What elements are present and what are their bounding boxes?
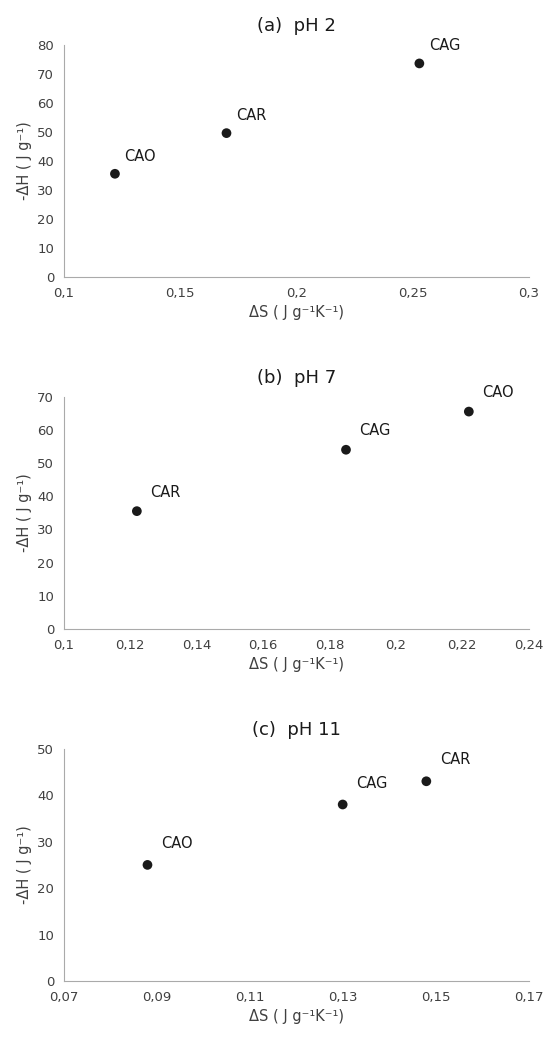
Y-axis label: -ΔH ( J g⁻¹): -ΔH ( J g⁻¹) bbox=[17, 826, 32, 905]
Point bbox=[222, 125, 231, 142]
Point bbox=[342, 441, 351, 458]
Point bbox=[132, 503, 141, 519]
Text: CAR: CAR bbox=[440, 753, 470, 767]
Y-axis label: -ΔH ( J g⁻¹): -ΔH ( J g⁻¹) bbox=[17, 122, 32, 200]
Title: (a)  pH 2: (a) pH 2 bbox=[257, 17, 335, 34]
Text: CAG: CAG bbox=[428, 39, 460, 53]
Title: (b)  pH 7: (b) pH 7 bbox=[256, 369, 336, 387]
Text: CAO: CAO bbox=[161, 836, 193, 850]
Point bbox=[422, 772, 431, 789]
Point bbox=[464, 403, 473, 420]
X-axis label: ΔS ( J g⁻¹K⁻¹): ΔS ( J g⁻¹K⁻¹) bbox=[249, 657, 344, 672]
X-axis label: ΔS ( J g⁻¹K⁻¹): ΔS ( J g⁻¹K⁻¹) bbox=[249, 305, 344, 321]
Title: (c)  pH 11: (c) pH 11 bbox=[252, 720, 340, 739]
Y-axis label: -ΔH ( J g⁻¹): -ΔH ( J g⁻¹) bbox=[17, 474, 32, 552]
Point bbox=[338, 796, 347, 813]
Text: CAG: CAG bbox=[357, 776, 388, 790]
Point bbox=[143, 857, 152, 873]
Point bbox=[110, 166, 119, 182]
Text: CAO: CAO bbox=[124, 149, 156, 163]
X-axis label: ΔS ( J g⁻¹K⁻¹): ΔS ( J g⁻¹K⁻¹) bbox=[249, 1010, 344, 1024]
Text: CAG: CAG bbox=[360, 423, 391, 438]
Text: CAR: CAR bbox=[236, 108, 266, 123]
Text: CAO: CAO bbox=[482, 385, 514, 400]
Text: CAR: CAR bbox=[150, 484, 180, 500]
Point bbox=[415, 55, 424, 72]
